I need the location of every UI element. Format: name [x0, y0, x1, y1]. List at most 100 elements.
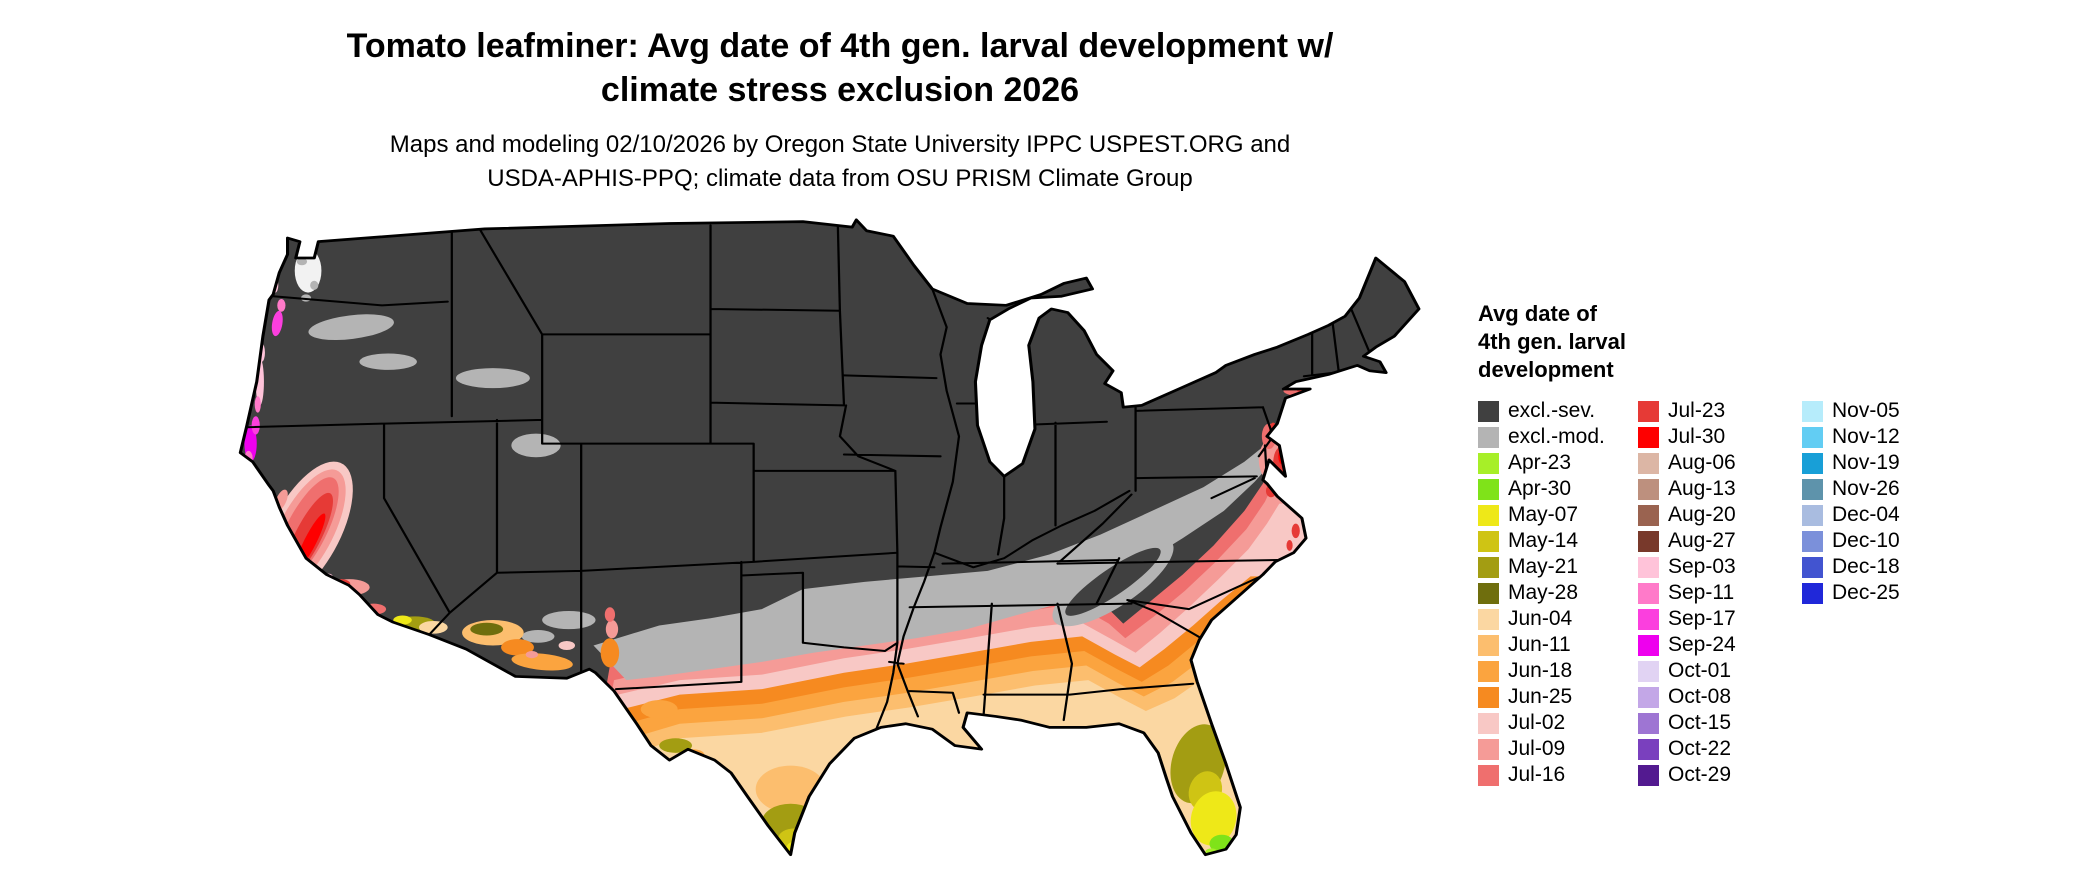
legend-label: Jun-04: [1508, 607, 1573, 630]
legend-label: Jul-16: [1508, 763, 1566, 786]
map-region: [521, 630, 555, 643]
legend-swatch: [1638, 608, 1659, 630]
legend-swatch: [1638, 738, 1659, 760]
legend-label: Sep-17: [1668, 607, 1736, 630]
legend-row: Oct-08: [1638, 684, 1736, 710]
legend-label: Oct-01: [1668, 659, 1732, 682]
map-region-imperial: [393, 615, 412, 625]
legend-swatch: [1478, 634, 1499, 656]
legend-swatch: [1478, 738, 1499, 760]
legend-label: Nov-26: [1832, 477, 1900, 500]
legend-row: Jul-09: [1478, 736, 1605, 762]
us-map-svg: [238, 218, 1421, 857]
page-subtitle-line1: Maps and modeling 02/10/2026 by Oregon S…: [389, 131, 1291, 158]
legend-swatch: [1478, 582, 1499, 604]
legend-row: Aug-20: [1638, 502, 1736, 528]
map-region: [296, 258, 308, 266]
map-region-arizona: [501, 639, 534, 656]
legend-swatch: [1478, 608, 1499, 630]
legend-swatch: [1478, 530, 1499, 552]
legend-row: Apr-30: [1478, 476, 1605, 502]
map-region: [308, 314, 394, 341]
map-region-arizona: [525, 650, 539, 659]
map-region-big-bend: [659, 738, 693, 753]
legend-swatch: [1638, 764, 1659, 786]
legend-label: Jul-02: [1508, 711, 1566, 734]
us-outline: [238, 218, 1421, 857]
legend-row: Dec-04: [1802, 502, 1900, 528]
legend-label: May-07: [1508, 503, 1579, 526]
legend-row: excl.-mod.: [1478, 424, 1605, 450]
legend-label: Nov-12: [1832, 425, 1900, 448]
map-region: [455, 368, 530, 389]
legend-swatch: [1638, 400, 1659, 422]
legend-swatch: [1478, 478, 1499, 500]
map-region-arizona: [558, 640, 576, 651]
legend-swatch: [1638, 426, 1659, 448]
legend-label: Oct-08: [1668, 685, 1732, 708]
map-region-arizona: [511, 653, 573, 671]
legend-label: Aug-13: [1668, 477, 1736, 500]
legend-row: Oct-01: [1638, 658, 1736, 684]
map-region-rio-grande: [605, 620, 619, 639]
legend-row: May-14: [1478, 528, 1605, 554]
legend-swatch: [1802, 530, 1823, 552]
legend-row: Jun-25: [1478, 684, 1605, 710]
legend-swatch: [1638, 504, 1659, 526]
legend-row: Dec-18: [1802, 554, 1900, 580]
legend-title: Avg date of 4th gen. larval development: [1478, 300, 2098, 384]
legend-row: Sep-17: [1638, 606, 1736, 632]
legend-row: Jul-02: [1478, 710, 1605, 736]
legend-swatch: [1638, 556, 1659, 578]
legend-row: May-28: [1478, 580, 1605, 606]
legend-label: Aug-20: [1668, 503, 1736, 526]
legend-row: Jun-11: [1478, 632, 1605, 658]
legend-swatch: [1638, 660, 1659, 682]
legend-label: Sep-24: [1668, 633, 1736, 656]
legend-swatch: [1638, 452, 1659, 474]
map-region-norcal-coast: [251, 416, 260, 435]
legend-label: Jul-23: [1668, 399, 1726, 422]
legend-swatch: [1478, 660, 1499, 682]
legend-column-3: Nov-05 Nov-12 Nov-19 Nov-26: [1802, 398, 1900, 606]
map-region-nc-coast: [1291, 523, 1300, 539]
legend-label: Dec-10: [1832, 529, 1900, 552]
legend-column-1: excl.-sev. excl.-mod. Apr-23 Apr-30: [1478, 398, 1605, 788]
legend-swatch: [1478, 712, 1499, 734]
legend-label: Oct-15: [1668, 711, 1732, 734]
legend-label: Jul-30: [1668, 425, 1726, 448]
legend-label: May-28: [1508, 581, 1579, 604]
legend-row: Nov-19: [1802, 450, 1900, 476]
legend-label: Apr-23: [1508, 451, 1572, 474]
map-region: [640, 700, 678, 719]
legend-swatch: [1802, 452, 1823, 474]
legend-label: Nov-05: [1832, 399, 1900, 422]
legend-label: excl.-sev.: [1508, 399, 1596, 422]
map-region: [359, 353, 417, 370]
legend-swatch: [1802, 556, 1823, 578]
map-region-nc-coast: [1286, 539, 1293, 551]
map-region-oregon-coast: [254, 396, 261, 413]
page-title-line2: climate stress exclusion 2026: [600, 71, 1080, 109]
legend-label: Jun-25: [1508, 685, 1573, 708]
legend-row: Oct-15: [1638, 710, 1736, 736]
legend-row: Nov-12: [1802, 424, 1900, 450]
legend-row: Oct-29: [1638, 762, 1736, 788]
legend-label: Jun-11: [1508, 633, 1571, 656]
legend-swatch: [1638, 478, 1659, 500]
legend-row: Sep-11: [1638, 580, 1736, 606]
map-region: [511, 433, 561, 458]
legend-row: Jun-04: [1478, 606, 1605, 632]
map-region-south-texas: [794, 849, 805, 855]
legend-swatch: [1478, 764, 1499, 786]
legend-row: Dec-10: [1802, 528, 1900, 554]
legend-row: Dec-25: [1802, 580, 1900, 606]
map-region-arizona: [470, 622, 504, 636]
legend-swatch: [1638, 686, 1659, 708]
legend-swatch: [1478, 426, 1499, 448]
legend-label: May-14: [1508, 529, 1579, 552]
legend-swatch: [1478, 504, 1499, 526]
map-region-willamette: [277, 298, 286, 312]
legend-label: Apr-30: [1508, 477, 1572, 500]
